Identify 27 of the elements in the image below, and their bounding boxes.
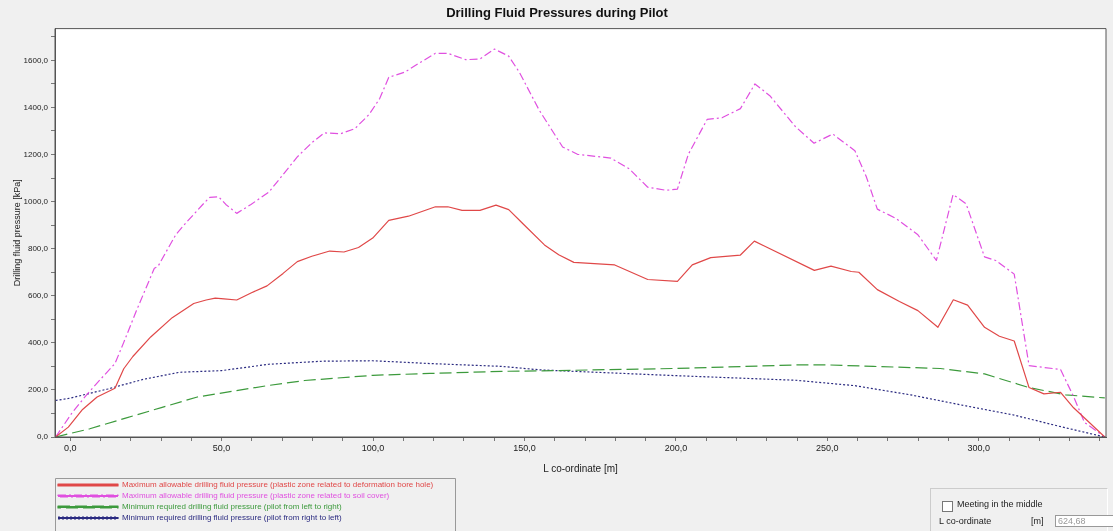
y-axis-title: Drilling fluid pressure [kPa]	[11, 179, 22, 287]
x-tick-label: 250,0	[816, 442, 839, 453]
y-tick-label: 1400,0	[23, 102, 49, 112]
y-tick-label: 0,0	[36, 432, 49, 442]
text: L co-ordinate	[939, 516, 992, 526]
x-tick-label: 150,0	[513, 442, 536, 453]
text: Meeting in the middle	[957, 499, 1043, 509]
text: [m]	[1031, 516, 1044, 526]
text: Maximum allowable drilling fluid pressure (plastic zone related to deformation bore hole)	[122, 480, 434, 490]
chart-title: Drilling Fluid Pressures during Pilot	[446, 5, 669, 21]
x-tick-label: 100,0	[361, 442, 385, 453]
y-tick-label: 200,0	[27, 385, 49, 395]
y-tick-label: 1000,0	[23, 196, 49, 206]
x-tick-label: 200,0	[664, 442, 688, 453]
x-axis-title: L co-ordinate [m]	[543, 462, 619, 474]
text: Minimum required drilling fluid pressure (pilot from left to right)	[122, 502, 342, 512]
x-tick-label: 300,0	[967, 442, 991, 453]
text: Minimum required drilling fluid pressure (pilot from right to left)	[122, 513, 342, 523]
x-tick-label: 50,0	[212, 442, 231, 453]
text-field: 624,68	[1055, 515, 1113, 527]
y-tick-label: 1200,0	[23, 149, 49, 159]
x-tick-label: 0,0	[63, 442, 77, 453]
y-tick-label: 600,0	[27, 290, 49, 300]
text: Maximum allowable drilling fluid pressure (plastic zone related to soil cover)	[122, 491, 390, 501]
y-tick-label: 1600,0	[23, 55, 49, 65]
y-tick-label: 400,0	[27, 338, 49, 348]
y-tick-label: 800,0	[27, 243, 49, 253]
